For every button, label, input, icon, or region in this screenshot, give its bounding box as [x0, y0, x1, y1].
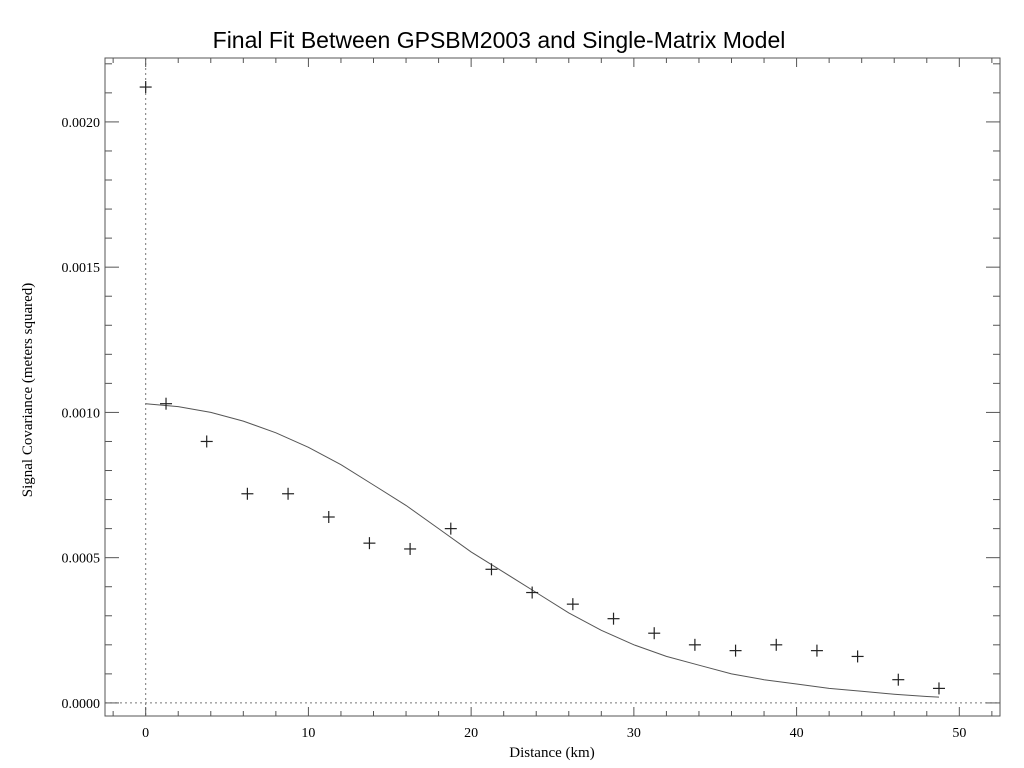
data-point [932, 682, 945, 695]
data-point [566, 598, 579, 611]
data-point [770, 638, 783, 651]
x-axis-label: Distance (km) [509, 745, 594, 761]
y-axis-ticks [105, 63, 1000, 704]
fit-curve-group [145, 403, 940, 698]
x-tick-label: 10 [301, 726, 315, 741]
data-point [729, 644, 742, 657]
data-point [892, 673, 905, 686]
data-point [139, 81, 152, 94]
plot-frame [104, 57, 1001, 717]
y-tick-label: 0.0020 [62, 116, 101, 131]
y-axis-label: Signal Covariance (meters squared) [20, 283, 36, 498]
x-tick-label: 30 [627, 726, 641, 741]
y-axis-tick-labels: 0.0000 0.0005 0.0010 0.0015 0.0020 [62, 116, 101, 712]
data-points-group [139, 81, 945, 695]
x-tick-label: 20 [464, 726, 478, 741]
y-tick-label: 0.0005 [62, 552, 101, 567]
y-tick-label: 0.0010 [62, 406, 101, 421]
data-point [851, 650, 864, 663]
y-tick-label: 0.0015 [62, 261, 101, 276]
chart-title: Final Fit Between GPSBM2003 and Single-M… [213, 27, 786, 53]
data-point [363, 537, 376, 550]
fit-curve [145, 403, 940, 698]
data-point [200, 435, 213, 448]
data-point [485, 563, 498, 576]
x-tick-label: 50 [952, 726, 966, 741]
data-point [241, 487, 254, 500]
data-point [648, 627, 661, 640]
x-tick-label: 0 [142, 726, 149, 741]
reference-lines [105, 58, 1000, 716]
data-point [404, 542, 417, 555]
data-point [282, 487, 295, 500]
data-point [688, 638, 701, 651]
data-point [160, 397, 173, 410]
x-axis-ticks [112, 58, 993, 716]
data-point [810, 644, 823, 657]
data-point [444, 522, 457, 535]
x-tick-label: 40 [790, 726, 804, 741]
data-point [607, 612, 620, 625]
x-axis-tick-labels: 0 10 20 30 40 50 [142, 726, 966, 741]
data-point [526, 586, 539, 599]
y-tick-label: 0.0000 [62, 697, 101, 712]
data-point [322, 511, 335, 524]
